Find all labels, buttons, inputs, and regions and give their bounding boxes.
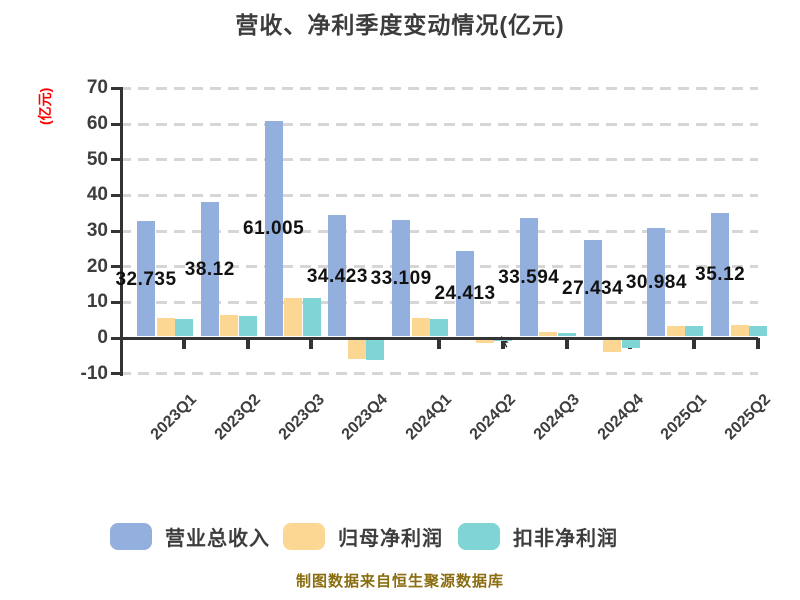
legend-item-revenue: 营业总收入 xyxy=(110,519,270,553)
x-axis-tick xyxy=(756,338,760,349)
gridline xyxy=(120,372,758,376)
legend-label: 营业总收入 xyxy=(165,527,270,550)
gridline xyxy=(120,265,758,269)
gridline xyxy=(120,122,758,126)
y-axis-tick xyxy=(111,372,120,376)
y-axis-tick-label: 70 xyxy=(86,77,108,99)
bar-value-label: 61.005 xyxy=(243,218,305,240)
y-axis-unit-label: (亿元) xyxy=(37,87,53,125)
y-axis-tick-label: 40 xyxy=(86,184,108,206)
revenue-bar xyxy=(711,212,730,337)
x-axis-tick xyxy=(309,338,314,349)
x-axis-category-label: 2024Q1 xyxy=(402,391,456,444)
x-axis-category-label: 2023Q4 xyxy=(339,391,392,444)
y-axis-tick xyxy=(111,300,120,304)
bar-value-label: 27.434 xyxy=(562,278,624,300)
y-axis-tick-label: 30 xyxy=(86,220,108,242)
legend-swatch xyxy=(458,522,500,550)
revenue-bar xyxy=(583,240,602,337)
chart-title: 营收、净利季度变动情况(亿元) xyxy=(235,12,565,38)
y-axis-tick-label: -10 xyxy=(80,362,108,384)
y-axis-tick xyxy=(111,86,120,90)
revenue-bar xyxy=(200,202,219,337)
deducted-profit-bar xyxy=(302,298,321,337)
x-axis-tick xyxy=(437,338,441,349)
net-profit-bar xyxy=(284,298,303,337)
net-profit-bar xyxy=(666,326,685,337)
bar-value-label: 33.109 xyxy=(370,267,432,289)
y-axis-tick xyxy=(111,122,120,126)
bar-value-label: 33.594 xyxy=(498,267,560,289)
gridline xyxy=(120,86,758,90)
revenue-bar xyxy=(137,221,155,337)
x-axis-category-label: 2024Q2 xyxy=(466,391,520,444)
deducted-profit-bar xyxy=(175,319,193,337)
y-axis-tick-label: 0 xyxy=(97,327,108,348)
y-axis-tick-label: 50 xyxy=(86,148,108,170)
legend-label: 扣非净利润 xyxy=(513,527,618,550)
y-axis-tick-label: 10 xyxy=(86,291,108,313)
bar-value-label: 24.413 xyxy=(434,283,496,305)
legend-item-net-profit: 归母净利润 xyxy=(283,519,443,553)
y-axis-line xyxy=(120,87,123,376)
x-axis-tick xyxy=(500,338,505,349)
net-profit-bar xyxy=(475,339,494,343)
y-axis-tick-label: 60 xyxy=(86,113,108,135)
net-profit-bar xyxy=(347,339,366,360)
net-profit-bar xyxy=(411,318,430,337)
bar-value-label: 32.735 xyxy=(115,268,177,290)
deducted-profit-bar xyxy=(557,332,576,337)
deducted-profit-bar xyxy=(621,339,640,348)
legend-swatch xyxy=(110,522,152,550)
revenue-bar xyxy=(519,218,538,337)
chart-legend: 营业总收入 归母净利润 扣非净利润 xyxy=(0,519,800,553)
x-axis-category-label: 2025Q2 xyxy=(721,391,775,444)
y-axis-tick xyxy=(111,336,120,340)
x-axis-category-label: 2023Q2 xyxy=(211,391,264,444)
net-profit-bar xyxy=(220,314,239,337)
deducted-profit-bar xyxy=(430,319,449,337)
gridline xyxy=(120,229,758,233)
data-source-note: 制图数据来自恒生聚源数据库 xyxy=(295,573,504,590)
net-profit-bar xyxy=(156,318,175,337)
net-profit-bar xyxy=(539,332,558,337)
gridline xyxy=(120,158,758,162)
revenue-bar xyxy=(264,120,283,337)
y-axis-tick xyxy=(111,193,120,197)
net-profit-bar xyxy=(603,339,622,352)
gridline xyxy=(120,300,758,304)
bar-value-label: 35.12 xyxy=(695,264,746,286)
x-axis-tick xyxy=(245,338,250,349)
y-axis-tick xyxy=(111,158,120,162)
x-axis-category-label: 2024Q3 xyxy=(530,391,583,444)
y-axis-tick-label: 20 xyxy=(86,255,108,277)
revenue-bar xyxy=(456,250,474,337)
deducted-profit-bar xyxy=(366,339,385,361)
bar-value-label: 34.423 xyxy=(306,265,368,287)
y-axis-tick xyxy=(111,229,120,233)
revenue-bar xyxy=(647,227,666,337)
deducted-profit-bar xyxy=(685,325,704,337)
deducted-profit-bar xyxy=(494,339,512,342)
revenue-bar xyxy=(328,215,347,337)
legend-swatch xyxy=(283,522,325,550)
legend-item-deducted-profit: 扣非净利润 xyxy=(458,519,618,553)
x-axis-tick xyxy=(181,338,186,349)
legend-label: 归母净利润 xyxy=(338,527,443,550)
x-axis-tick xyxy=(692,338,697,349)
y-axis-tick xyxy=(111,265,120,269)
net-profit-bar xyxy=(730,325,749,337)
gridline xyxy=(120,193,758,197)
bar-value-label: 38.12 xyxy=(184,259,235,281)
deducted-profit-bar xyxy=(749,325,768,337)
deducted-profit-bar xyxy=(238,316,257,337)
x-axis-tick xyxy=(564,338,569,349)
bar-value-label: 30.984 xyxy=(625,271,687,293)
revenue-bar xyxy=(392,219,411,337)
x-axis-category-label: 2025Q1 xyxy=(658,391,711,444)
x-axis-category-label: 2024Q4 xyxy=(594,391,647,444)
x-axis-category-label: 2023Q3 xyxy=(275,391,328,444)
x-axis-category-label: 2023Q1 xyxy=(147,391,201,444)
